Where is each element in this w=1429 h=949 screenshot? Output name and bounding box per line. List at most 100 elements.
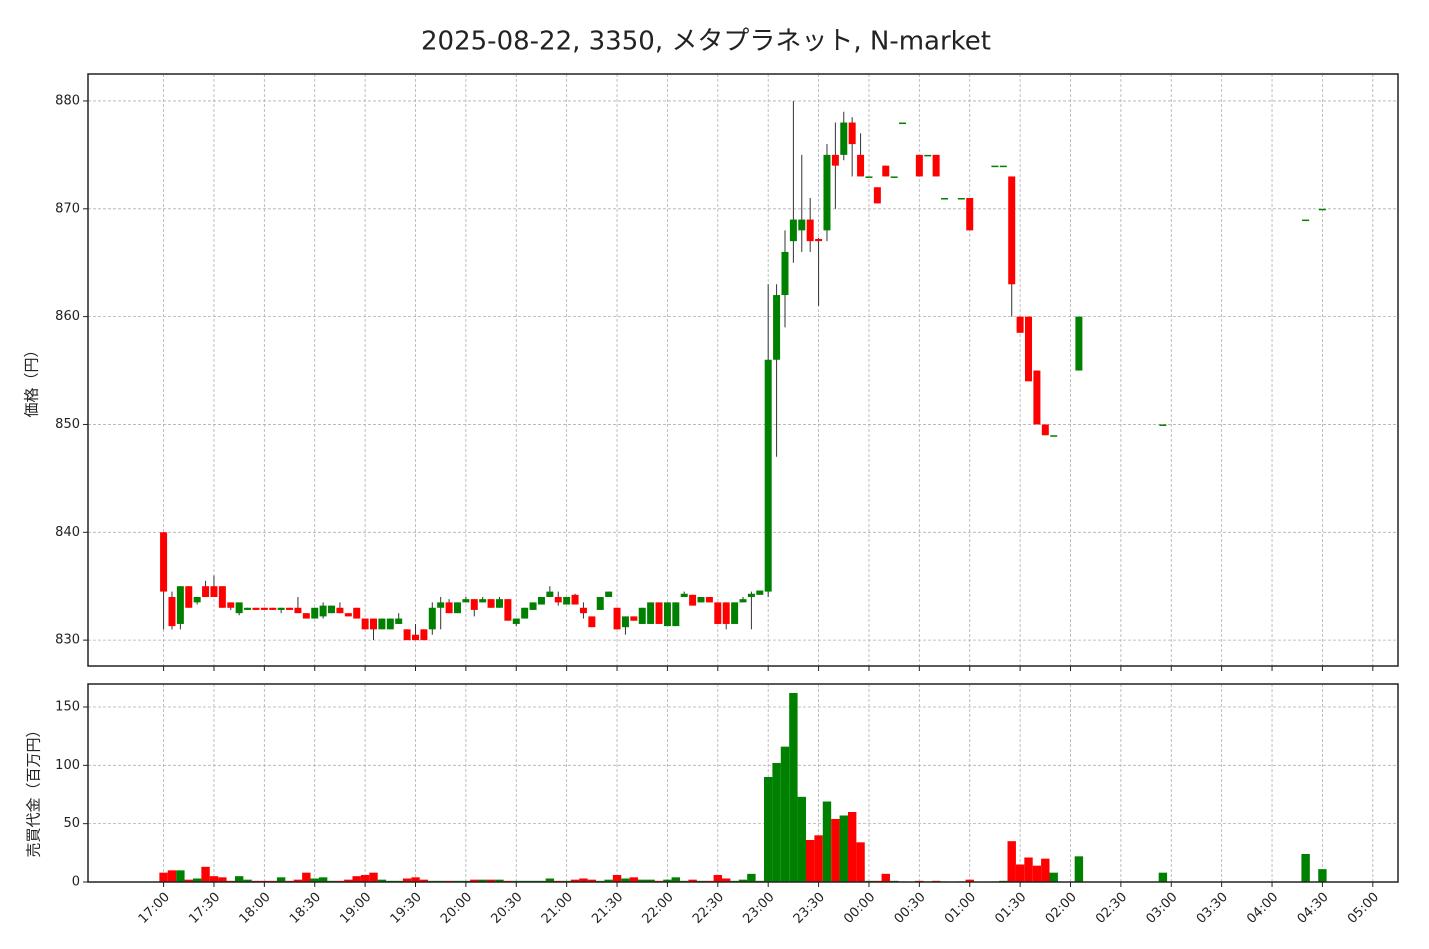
candle-body [890, 176, 898, 178]
candle-body [865, 176, 873, 178]
candle-body [630, 616, 638, 621]
volume-bar [772, 762, 781, 882]
candle-body [487, 599, 495, 608]
candle-body [882, 165, 890, 177]
candle-body [395, 618, 403, 624]
volume-bar [293, 879, 303, 882]
y-axis-label: 売買代金（百万円） [25, 722, 43, 857]
candle-body [1050, 435, 1058, 437]
candle-body [328, 605, 336, 614]
volume-bar [302, 872, 311, 882]
volume-bar [1049, 872, 1058, 882]
candle-body [412, 634, 419, 641]
volume-bar [234, 876, 244, 882]
volume-bar [663, 879, 672, 882]
candle-body [1016, 316, 1024, 333]
candle-body [932, 154, 940, 177]
volume-bar [411, 877, 420, 882]
volume-bar [159, 872, 168, 882]
volume-bar [1158, 872, 1168, 882]
x-tick-label: 02:30 [1093, 890, 1130, 927]
volume-bar [209, 876, 219, 882]
x-tick-label: 22:30 [690, 890, 727, 927]
x-tick-label: 18:30 [287, 890, 324, 927]
candle-body [579, 607, 587, 614]
x-tick-label: 20:30 [488, 890, 525, 927]
candle-body [453, 602, 461, 614]
candle-body [756, 590, 764, 595]
marks [159, 100, 1327, 882]
volume-bar [579, 878, 588, 882]
candle-body [747, 593, 755, 597]
volume-bar [344, 879, 353, 882]
volume-bar [1301, 853, 1310, 882]
volume-bar [1015, 864, 1025, 882]
candle-body [781, 251, 789, 296]
volume-bar [192, 878, 202, 882]
volume-bar [360, 874, 370, 882]
volume-bar [1074, 856, 1084, 882]
volume-bar [495, 879, 504, 882]
candle-body [957, 198, 965, 200]
candle-body [1041, 424, 1049, 436]
candle-body [571, 594, 579, 605]
candle-body [848, 122, 856, 145]
x-tick-label: 05:00 [1345, 890, 1382, 927]
volume-bar [822, 801, 832, 882]
volume-bar [176, 870, 185, 882]
volume-bar [646, 879, 655, 882]
candle-body [563, 596, 571, 605]
candle-body [873, 187, 881, 204]
candle-body [705, 596, 713, 603]
candle-body [915, 154, 923, 177]
candle-body [286, 607, 294, 610]
candle-body [512, 618, 520, 624]
candle-body [764, 359, 772, 592]
candle-body [361, 618, 369, 630]
candle-body [428, 607, 436, 630]
candle-body [252, 607, 260, 610]
volume-bar [763, 776, 773, 882]
volume-bar [184, 879, 193, 882]
price-frame [87, 73, 1399, 667]
candle-body [1318, 208, 1326, 211]
candle-body [663, 602, 671, 627]
volume-bar [1007, 841, 1016, 882]
volume-bar [713, 874, 723, 882]
volume-bar [621, 878, 630, 882]
y-tick-label: 840 [55, 525, 80, 540]
x-tick-label: 23:30 [791, 890, 828, 927]
candle-body [227, 602, 235, 608]
y-tick-label: 100 [55, 758, 80, 773]
x-tick-label: 00:30 [892, 890, 929, 927]
volume-bar [839, 815, 848, 882]
candle-body [353, 607, 361, 619]
volume-bar [570, 879, 580, 882]
candle-body [722, 602, 730, 624]
candle-body [831, 154, 839, 166]
candle-body [319, 605, 327, 617]
volume-bar [478, 879, 487, 882]
volume-bar [310, 878, 319, 882]
candle-body [655, 602, 663, 624]
candle-body [218, 586, 226, 608]
volume-bar [419, 879, 429, 882]
volume-bar [738, 879, 748, 882]
candle-body [445, 602, 453, 614]
candle-body [1025, 316, 1033, 382]
volume-bar [1041, 858, 1050, 882]
candle-body [840, 122, 848, 155]
volume-bar [722, 878, 731, 882]
volume-bar [831, 818, 840, 882]
candle-body [420, 629, 428, 641]
x-tick-label: 22:00 [640, 890, 677, 927]
volume-bar [797, 796, 806, 882]
candle-body [277, 607, 285, 610]
volume-bar [276, 877, 286, 882]
candle-body [344, 613, 352, 617]
x-tick-label: 19:30 [388, 890, 425, 927]
candle-body [537, 596, 545, 605]
candle-body [924, 154, 932, 157]
x-tick-label: 03:00 [1143, 890, 1180, 927]
volume-bar [318, 877, 328, 882]
